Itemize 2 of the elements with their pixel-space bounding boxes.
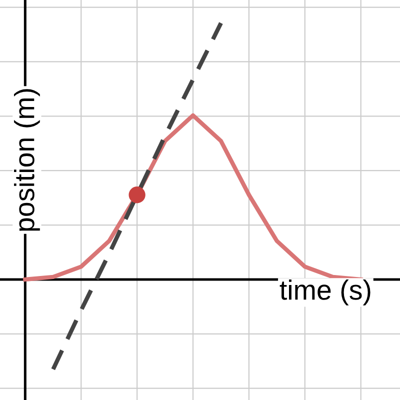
y-axis-title: position (m) — [14, 89, 40, 231]
x-axis-title: time (s) — [280, 279, 370, 306]
